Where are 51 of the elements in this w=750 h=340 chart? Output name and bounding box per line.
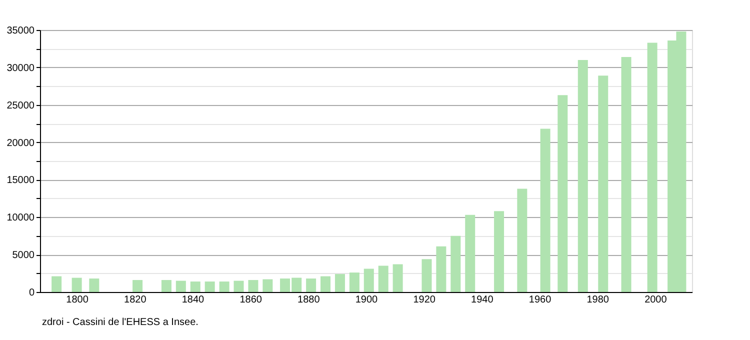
bar — [494, 211, 504, 292]
x-tick-label: 1800 — [66, 294, 89, 306]
text: zdroi - Cassini de l'EHESS a Insee. — [42, 317, 198, 328]
bar — [392, 264, 403, 292]
bar — [436, 246, 446, 292]
bar — [52, 276, 62, 292]
bar — [176, 280, 186, 292]
bar — [378, 266, 388, 292]
bar — [248, 280, 258, 292]
x-tick-label: 2000 — [644, 294, 668, 306]
bar — [465, 214, 476, 292]
x-tick-label: 1880 — [298, 294, 320, 306]
bar — [262, 279, 273, 292]
bar — [578, 60, 588, 292]
bar — [161, 280, 172, 292]
bar — [349, 272, 360, 292]
bar — [320, 276, 331, 292]
bar — [306, 278, 316, 292]
y-tick-label: 20000 — [6, 138, 35, 149]
bar — [422, 259, 432, 292]
bar — [219, 282, 230, 292]
bar — [72, 278, 82, 292]
y-tick-label: 15000 — [6, 175, 35, 186]
bar — [450, 236, 461, 292]
bar — [234, 280, 244, 292]
y-tick-label: 10000 — [6, 212, 35, 224]
bar — [598, 76, 608, 292]
x-tick-label: 1980 — [586, 294, 610, 306]
x-tick-label: 1860 — [240, 294, 262, 306]
x-tick-label: 1840 — [182, 294, 205, 306]
bar — [334, 274, 345, 292]
bar — [204, 282, 215, 292]
bar — [540, 128, 550, 292]
y-tick-label: 35000 — [6, 26, 35, 36]
y-tick-label: 30000 — [6, 62, 35, 74]
x-tick-label: 1820 — [124, 294, 147, 306]
x-tick-label: 1960 — [528, 294, 552, 306]
bar — [364, 268, 374, 292]
y-tick-label: 25000 — [6, 100, 35, 112]
x-tick-label: 1940 — [471, 294, 494, 306]
y-tick-label: 5000 — [12, 250, 35, 262]
x-tick-label: 1900 — [355, 294, 378, 306]
bar — [132, 280, 143, 292]
bar — [621, 56, 632, 292]
y-tick-label: 0 — [28, 288, 35, 298]
bar — [190, 282, 200, 292]
bar — [89, 278, 100, 292]
bar — [647, 42, 658, 292]
x-tick-label: 1920 — [413, 294, 436, 306]
bar — [517, 188, 528, 292]
bar — [558, 95, 568, 292]
